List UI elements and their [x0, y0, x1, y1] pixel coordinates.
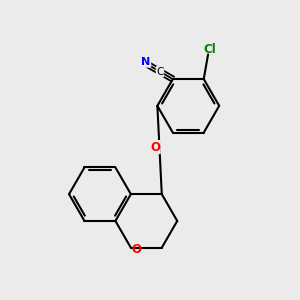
Text: C: C [156, 67, 164, 76]
Text: N: N [141, 57, 151, 67]
Text: O: O [131, 243, 141, 256]
Text: O: O [150, 141, 160, 154]
Text: Cl: Cl [203, 43, 216, 56]
